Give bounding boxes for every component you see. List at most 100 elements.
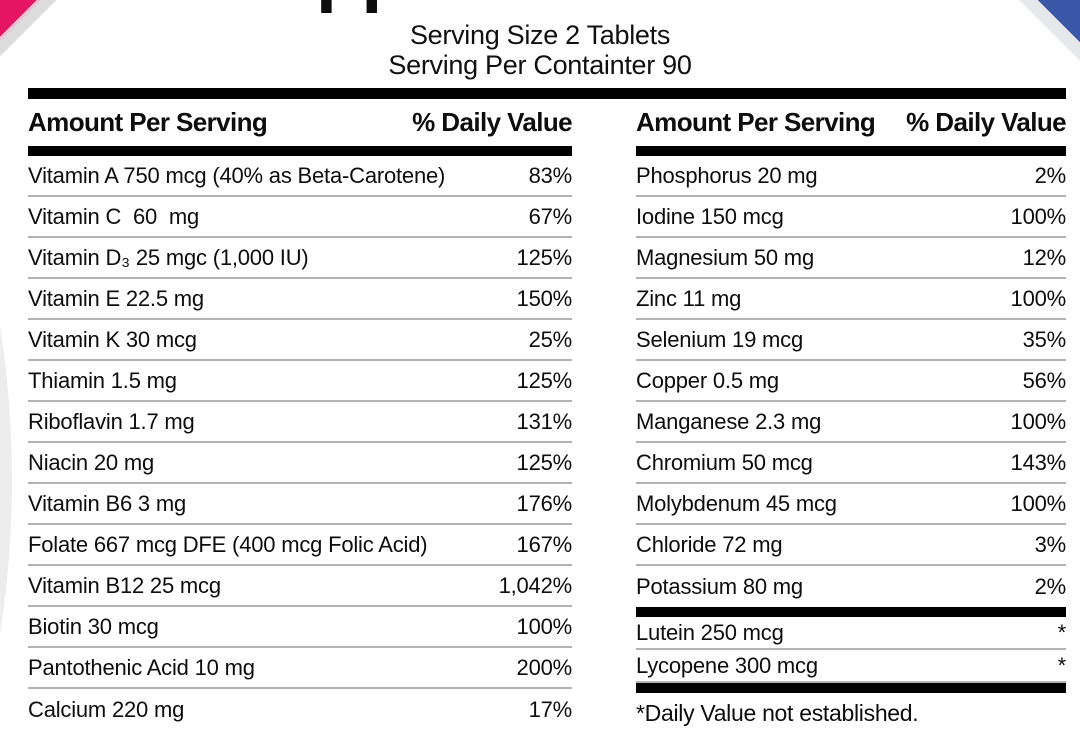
nutrient-daily-value: 100%: [516, 613, 573, 639]
nutrient-daily-value: 125%: [516, 244, 573, 270]
nutrient-row: Vitamin D₃ 25 mgc (1,000 IU) 125%: [28, 238, 572, 279]
nutrient-daily-value: 25%: [528, 326, 573, 352]
nutrient-daily-value: 2%: [1034, 162, 1067, 188]
nutrient-row: Phosphorus 20 mg 2%: [636, 156, 1066, 197]
nutrient-daily-value: 1,042%: [498, 572, 573, 598]
nutrient-name: Chromium 50 mcg: [636, 449, 813, 475]
nutrient-daily-value: 176%: [516, 490, 573, 516]
nutrient-daily-value: 125%: [516, 449, 573, 475]
nutrient-name: Lycopene 300 mcg: [636, 652, 818, 678]
nutrient-name: Folate 667 mcg DFE (400 mcg Folic Acid): [28, 531, 428, 557]
nutrient-daily-value: 125%: [516, 367, 573, 393]
nutrient-row: Chloride 72 mg 3%: [636, 525, 1066, 566]
servings-per-container-text: Serving Per Containter 90: [388, 50, 692, 80]
nutrient-name: Potassium 80 mg: [636, 573, 803, 599]
no-daily-value-rows: Lutein 250 mcg * Lycopene 300 mcg *: [636, 617, 1066, 683]
blue-corner-decoration: [964, 0, 1080, 72]
nutrient-row: Vitamin E 22.5 mg 150%: [28, 279, 572, 320]
nutrient-daily-value: 100%: [1010, 203, 1067, 229]
daily-value-footnote: *Daily Value not established.: [636, 700, 919, 726]
nutrient-name: Zinc 11 mg: [636, 285, 742, 311]
section-divider-bar: [636, 607, 1066, 617]
nutrient-name: Vitamin C 60 mg: [28, 203, 200, 229]
nutrient-daily-value: 56%: [1022, 367, 1067, 393]
nutrient-name: Vitamin B6 3 mg: [28, 490, 187, 516]
nutrient-daily-value: 83%: [528, 162, 573, 188]
nutrient-daily-value: 131%: [516, 408, 573, 434]
nutrient-row: Potassium 80 mg 2%: [636, 566, 1066, 607]
nutrient-daily-value: *: [1057, 619, 1067, 645]
nutrient-row: Vitamin B12 25 mcg 1,042%: [28, 566, 572, 607]
nutrient-name: Phosphorus 20 mg: [636, 162, 818, 188]
nutrient-name: Vitamin D₃ 25 mgc (1,000 IU): [28, 244, 309, 270]
daily-value-header: % Daily Value: [906, 107, 1066, 137]
nutrient-row: Molybdenum 45 mcg 100%: [636, 484, 1066, 525]
left-table-rows: Vitamin A 750 mcg (40% as Beta-Carotene)…: [28, 156, 572, 730]
nutrient-name: Iodine 150 mcg: [636, 203, 784, 229]
nutrient-name: Vitamin A 750 mcg (40% as Beta-Carotene): [28, 162, 446, 188]
nutrient-name: Copper 0.5 mg: [636, 367, 779, 393]
left-nutrient-table: Amount Per Serving % Daily Value Vitamin…: [28, 99, 573, 730]
nutrient-row: Calcium 220 mg 17%: [28, 689, 572, 730]
nutrient-daily-value: 143%: [1010, 449, 1067, 475]
nutrient-row: Thiamin 1.5 mg 125%: [28, 361, 572, 402]
nutrient-row: Vitamin C 60 mg 67%: [28, 197, 572, 238]
serving-size-text: Serving Size 2 Tablets: [409, 20, 671, 50]
nutrient-row: Iodine 150 mcg 100%: [636, 197, 1066, 238]
nutrient-daily-value: 67%: [528, 203, 573, 229]
nutrient-row: Niacin 20 mg 125%: [28, 443, 572, 484]
nutrient-name: Chloride 72 mg: [636, 531, 783, 557]
nutrient-daily-value: 200%: [516, 654, 573, 680]
nutrient-row: Vitamin B6 3 mg 176%: [28, 484, 572, 525]
top-divider-bar: [28, 88, 1066, 99]
nutrient-name: Vitamin E 22.5 mg: [28, 285, 204, 311]
nutrient-name: Thiamin 1.5 mg: [28, 367, 177, 393]
nutrient-row: Magnesium 50 mg 12%: [636, 238, 1066, 279]
nutrient-row: Zinc 11 mg 100%: [636, 279, 1066, 320]
nutrient-row: Selenium 19 mcg 35%: [636, 320, 1066, 361]
nutrient-name: Magnesium 50 mg: [636, 244, 814, 270]
label-title-cutoff: Supplement Facts: [0, 0, 1080, 10]
nutrient-name: Vitamin K 30 mcg: [28, 326, 197, 352]
right-table-header: Amount Per Serving % Daily Value: [636, 99, 1067, 146]
right-table-rows: Phosphorus 20 mg 2% Iodine 150 mcg 100% Magn…: [636, 156, 1066, 607]
nutrient-row: Lycopene 300 mcg *: [636, 650, 1066, 683]
background-arc-decoration: [0, 0, 12, 742]
header-divider-bar: [636, 146, 1066, 156]
nutrient-name: Molybdenum 45 mcg: [636, 490, 837, 516]
nutrient-row: Folate 667 mcg DFE (400 mcg Folic Acid) 1…: [28, 525, 572, 566]
nutrient-name: Biotin 30 mcg: [28, 613, 159, 639]
nutrient-row: Biotin 30 mcg 100%: [28, 607, 572, 648]
nutrient-daily-value: 17%: [528, 696, 573, 722]
nutrient-name: Selenium 19 mcg: [636, 326, 803, 352]
nutrient-name: Pantothenic Acid 10 mg: [28, 654, 255, 680]
nutrient-daily-value: 150%: [516, 285, 573, 311]
nutrient-row: Manganese 2.3 mg 100%: [636, 402, 1066, 443]
nutrient-daily-value: 100%: [1010, 408, 1067, 434]
section-divider-bar: [636, 683, 1066, 693]
nutrient-row: Lutein 250 mcg *: [636, 617, 1066, 650]
nutrient-row: Chromium 50 mcg 143%: [636, 443, 1066, 484]
pink-corner-decoration: [0, 0, 84, 84]
left-table-header: Amount Per Serving % Daily Value: [28, 99, 573, 146]
nutrient-daily-value: 167%: [516, 531, 573, 557]
nutrient-name: Manganese 2.3 mg: [636, 408, 822, 434]
nutrient-daily-value: *: [1057, 652, 1067, 678]
nutrient-row: Riboflavin 1.7 mg 131%: [28, 402, 572, 443]
nutrient-row: Copper 0.5 mg 56%: [636, 361, 1066, 402]
amount-per-serving-header: Amount Per Serving: [636, 107, 876, 137]
nutrient-name: Lutein 250 mcg: [636, 619, 784, 645]
header-divider-bar: [28, 146, 572, 156]
nutrient-name: Calcium 220 mg: [28, 696, 185, 722]
nutrient-name: Vitamin B12 25 mcg: [28, 572, 221, 598]
nutrient-daily-value: 100%: [1010, 285, 1067, 311]
nutrient-name: Niacin 20 mg: [28, 449, 154, 475]
right-nutrient-table: Amount Per Serving % Daily Value Phospho…: [636, 99, 1067, 727]
nutrient-row: Pantothenic Acid 10 mg 200%: [28, 648, 572, 689]
nutrient-daily-value: 12%: [1022, 244, 1067, 270]
nutrient-row: Vitamin A 750 mcg (40% as Beta-Carotene)…: [28, 156, 572, 197]
nutrient-daily-value: 3%: [1034, 531, 1067, 557]
serving-info: Serving Size 2 Tablets Serving Per Conta…: [0, 20, 1080, 80]
nutrient-daily-value: 100%: [1010, 490, 1067, 516]
nutrient-row: Vitamin K 30 mcg 25%: [28, 320, 572, 361]
